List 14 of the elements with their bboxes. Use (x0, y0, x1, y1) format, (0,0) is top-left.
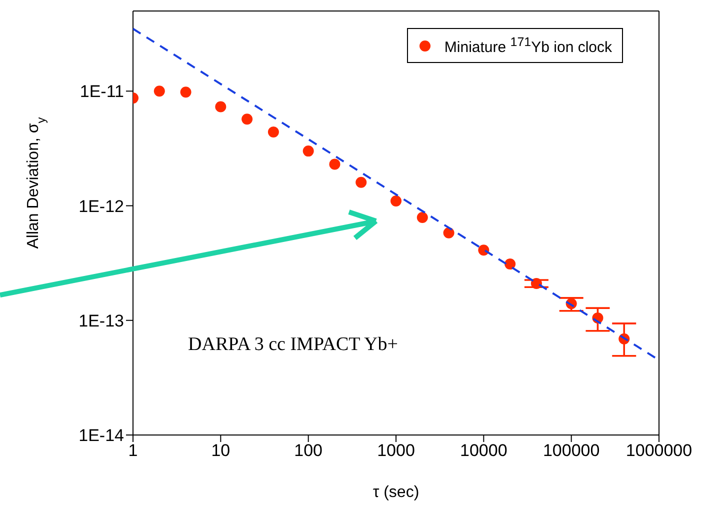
annotation: DARPA 3 cc IMPACT Yb+ (188, 334, 398, 356)
y-tick-label: 1E-12 (78, 196, 124, 216)
x-tick-label: 10000 (460, 441, 508, 460)
y-tick-label: 1E-11 (80, 82, 124, 102)
x-tick-label: 1000 (377, 441, 415, 460)
x-tick-label: 100000 (542, 441, 600, 460)
x-tick-label: 100 (294, 441, 323, 460)
x-tick-label: 10 (211, 441, 230, 460)
y-tick-label: 1E-14 (78, 426, 124, 446)
legend-label: Miniature $^{171}$Yb ion clock (444, 35, 612, 56)
x-tick-label: 1 (128, 441, 138, 460)
x-axis-title: τ (sec) (372, 484, 420, 501)
y-tick-label: 1E-13 (78, 311, 124, 330)
x-tick-label: 1000000 (626, 441, 692, 460)
